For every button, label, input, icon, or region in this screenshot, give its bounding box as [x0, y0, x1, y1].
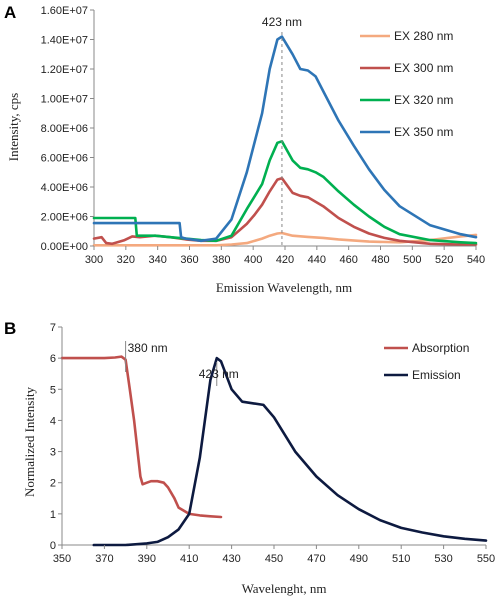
- x-tick-label: 530: [434, 553, 452, 565]
- x-tick-label: 450: [265, 553, 283, 565]
- x-tick-label: 520: [435, 254, 453, 266]
- series-line-ex-320-nm: [92, 140, 478, 245]
- y-tick-label: 7: [50, 322, 56, 334]
- y-tick-label: 5: [50, 384, 56, 396]
- x-tick-label: 340: [148, 254, 166, 266]
- y-tick-label: 4.00E+06: [41, 182, 88, 194]
- x-tick-label: 510: [392, 553, 410, 565]
- panel-a-legend: EX 280 nm EX 300 nm EX 320 nm EX 350 nm: [360, 29, 453, 139]
- panel-b-y-axis-title: Normalized Intensity: [22, 386, 37, 497]
- y-tick-label: 2.00E+06: [41, 212, 88, 224]
- y-tick-label: 1.00E+07: [41, 94, 88, 106]
- panel-letter-b: B: [4, 319, 16, 338]
- panel-b: B 0 1 2 3 4 5 6 7 350 370 390 410 430 450 470 490 510 530…: [4, 319, 495, 596]
- series-line-absorption: [60, 355, 223, 519]
- y-tick-label: 1: [50, 509, 56, 521]
- series-line-ex-350-nm: [92, 35, 478, 243]
- x-tick-label: 360: [180, 254, 198, 266]
- y-tick-label: 1.20E+07: [41, 64, 88, 76]
- x-tick-label: 320: [117, 254, 135, 266]
- y-tick-label: 6.00E+06: [41, 153, 88, 165]
- peak-annotation-label: 423 nm: [199, 367, 239, 381]
- y-tick-label: 4: [50, 415, 56, 427]
- x-tick-label: 460: [339, 254, 357, 266]
- legend-label: Emission: [412, 368, 461, 382]
- x-tick-label: 550: [477, 553, 495, 565]
- y-tick-label: 1.40E+07: [41, 35, 88, 47]
- x-tick-label: 540: [467, 254, 485, 266]
- x-tick-label: 470: [307, 553, 325, 565]
- y-tick-label: 0: [50, 540, 56, 552]
- panel-a-y-axis-title: Intensity, cps: [6, 93, 21, 161]
- panel-a-series: [92, 35, 478, 247]
- panel-b-legend: Absorption Emission: [384, 341, 469, 382]
- y-tick-label: 3: [50, 447, 56, 459]
- legend-label: EX 300 nm: [394, 61, 453, 75]
- y-tick-label: 6: [50, 353, 56, 365]
- panel-a: A 0.00E+00 2.00E+06 4.00E+06 6.00E+06 8.00E+…: [4, 3, 485, 295]
- panel-a-annotation: 423 nm: [262, 15, 302, 246]
- peak-annotation-label: 380 nm: [128, 341, 168, 355]
- x-tick-label: 430: [222, 553, 240, 565]
- y-tick-label: 1.60E+07: [41, 5, 88, 17]
- x-tick-label: 350: [53, 553, 71, 565]
- series-line-emission: [92, 356, 488, 547]
- x-tick-label: 300: [85, 254, 103, 266]
- x-tick-label: 420: [276, 254, 294, 266]
- x-tick-label: 500: [403, 254, 421, 266]
- x-tick-label: 370: [95, 553, 113, 565]
- panel-letter-a: A: [4, 3, 16, 22]
- x-tick-label: 410: [180, 553, 198, 565]
- legend-label: Absorption: [412, 341, 469, 355]
- y-tick-label: 8.00E+06: [41, 123, 88, 135]
- peak-annotation-label: 423 nm: [262, 15, 302, 29]
- y-tick-label: 0.00E+00: [41, 241, 88, 253]
- panel-a-x-axis-title: Emission Wavelength, nm: [216, 280, 352, 295]
- panel-a-ticks: 0.00E+00 2.00E+06 4.00E+06 6.00E+06 8.00E+06…: [41, 5, 486, 266]
- panel-b-annotations: 380 nm 423 nm: [125, 341, 239, 386]
- legend-label: EX 280 nm: [394, 29, 453, 43]
- x-tick-label: 490: [350, 553, 368, 565]
- panel-b-x-axis-title: Wavelenght, nm: [242, 581, 327, 596]
- panel-b-series: [60, 355, 488, 547]
- x-tick-label: 380: [212, 254, 230, 266]
- series-line-ex-300-nm: [92, 176, 478, 246]
- series-line-ex-280-nm: [92, 231, 478, 247]
- legend-label: EX 320 nm: [394, 93, 453, 107]
- legend-label: EX 350 nm: [394, 125, 453, 139]
- y-tick-label: 2: [50, 478, 56, 490]
- x-tick-label: 440: [308, 254, 326, 266]
- x-tick-label: 480: [371, 254, 389, 266]
- x-tick-label: 390: [138, 553, 156, 565]
- panel-b-ticks: 0 1 2 3 4 5 6 7 350 370 390 410 430 450 470 490 510 530 55…: [50, 322, 495, 565]
- x-tick-label: 400: [244, 254, 262, 266]
